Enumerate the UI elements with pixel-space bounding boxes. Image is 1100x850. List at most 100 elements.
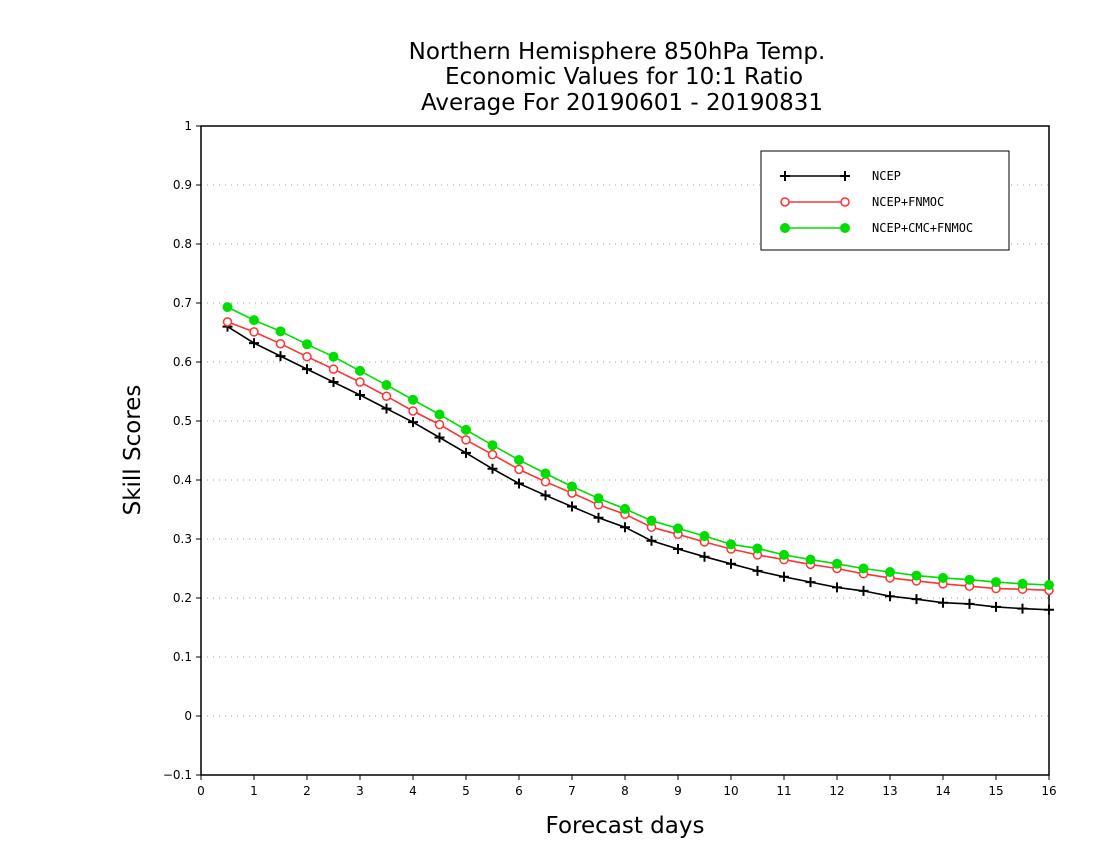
y-tick-label: 0.3: [173, 532, 192, 546]
data-point: [487, 463, 498, 474]
data-point: [328, 351, 339, 362]
data-point: [1017, 603, 1028, 614]
data-point: [567, 501, 577, 512]
data-point: [805, 577, 816, 588]
data-point: [646, 515, 657, 526]
x-tick-label: 2: [303, 784, 311, 798]
data-point: [540, 490, 551, 501]
data-point: [620, 522, 630, 533]
data-point: [540, 477, 551, 487]
x-tick-label: 1: [250, 784, 258, 798]
x-tick-label: 11: [776, 784, 791, 798]
data-point: [911, 594, 922, 605]
data-point: [620, 503, 630, 514]
y-tick-label: 1: [184, 119, 192, 133]
data-point: [673, 544, 683, 555]
data-point: [461, 447, 471, 458]
x-tick-label: 13: [882, 784, 897, 798]
y-tick-label: 0.7: [173, 296, 192, 310]
data-point: [355, 390, 365, 401]
y-axis-ticks: −0.1 0 0.1 0.2 0.3 0.4 0.5 0.6 0.7 0.8 0.9 1: [163, 119, 201, 782]
legend-marker: [840, 223, 850, 233]
data-point: [328, 364, 339, 374]
y-tick-label: 0.5: [173, 414, 192, 428]
data-point: [567, 481, 577, 492]
data-point: [408, 394, 418, 405]
x-tick-label: 14: [935, 784, 950, 798]
data-point: [646, 535, 657, 546]
data-point: [408, 417, 418, 428]
legend-marker: [780, 171, 790, 181]
data-point: [408, 406, 418, 416]
legend-box: [760, 150, 1010, 251]
legend-marker: [840, 197, 850, 207]
data-point: [832, 558, 842, 569]
series-ncep: [222, 321, 1054, 615]
title-line-2: Economic Values for 10:1 Ratio: [445, 64, 803, 90]
data-point: [275, 326, 286, 337]
legend-marker: [780, 223, 790, 233]
y-tick-label: −0.1: [163, 768, 192, 782]
data-point: [885, 591, 895, 602]
data-point: [726, 539, 736, 550]
data-point: [487, 440, 498, 451]
data-point: [249, 338, 259, 349]
data-point: [593, 493, 604, 504]
data-point: [514, 464, 524, 475]
data-point: [461, 435, 471, 445]
data-point: [699, 531, 710, 542]
x-tick-label: 0: [197, 784, 205, 798]
data-point: [805, 554, 816, 565]
legend-marker: [840, 171, 850, 181]
x-tick-label: 4: [409, 784, 417, 798]
data-point: [302, 339, 312, 350]
y-tick-label: 0.1: [173, 650, 192, 664]
data-point: [434, 409, 445, 420]
x-axis-ticks: 0 1 2 3 4 5 6 7 8 9 10 11 12 13 14 15 16: [197, 775, 1057, 798]
data-point: [699, 551, 710, 562]
data-point: [1044, 604, 1054, 615]
data-point: [832, 582, 842, 593]
data-point: [461, 424, 471, 435]
data-point: [885, 567, 895, 578]
x-tick-label: 15: [988, 784, 1003, 798]
y-tick-label: 0: [184, 709, 192, 723]
x-tick-label: 3: [356, 784, 364, 798]
data-point: [858, 585, 869, 596]
data-point: [328, 377, 339, 388]
series-line: [227, 325, 1050, 611]
data-point: [222, 302, 233, 313]
x-tick-label: 10: [723, 784, 738, 798]
series-line: [227, 321, 1050, 592]
data-point: [355, 377, 365, 387]
data-point: [779, 549, 789, 560]
y-tick-label: 0.8: [173, 237, 192, 251]
data-point: [302, 351, 312, 362]
data-point: [302, 364, 312, 375]
data-point: [381, 391, 392, 401]
data-point: [222, 317, 233, 327]
data-point: [540, 468, 551, 479]
data-point: [487, 449, 498, 460]
data-point: [514, 454, 524, 465]
y-tick-label: 0.6: [173, 355, 192, 369]
data-point: [1017, 578, 1028, 589]
x-tick-label: 9: [674, 784, 682, 798]
data-point: [752, 543, 763, 554]
gridlines: [201, 184, 1049, 717]
x-tick-label: 8: [621, 784, 629, 798]
data-point: [275, 351, 286, 362]
x-tick-label: 6: [515, 784, 523, 798]
data-point: [355, 365, 365, 376]
data-point: [249, 327, 259, 337]
chart-title: Northern Hemisphere 850hPa Temp. Economi…: [409, 39, 826, 116]
series-ncep-fnmoc: [222, 317, 1054, 596]
title-line-3: Average For 20190601 - 20190831: [421, 90, 823, 116]
data-point: [593, 512, 604, 523]
data-point: [938, 597, 948, 608]
legend-marker: [780, 197, 790, 207]
data-point: [752, 565, 763, 576]
x-tick-label: 16: [1041, 784, 1056, 798]
data-point: [434, 432, 445, 443]
y-axis-title: Skill Scores: [120, 385, 146, 516]
